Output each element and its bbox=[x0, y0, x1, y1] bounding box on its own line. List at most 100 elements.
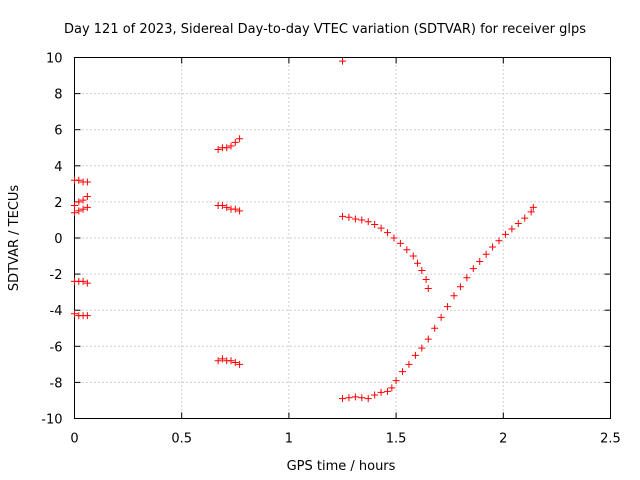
data-point bbox=[437, 313, 445, 321]
y-tick-label: 10 bbox=[46, 52, 63, 67]
y-tick-label: 0 bbox=[54, 232, 62, 247]
data-point bbox=[339, 57, 346, 65]
data-point bbox=[83, 178, 91, 186]
data-point bbox=[463, 274, 471, 282]
data-point bbox=[75, 176, 83, 184]
y-tick-label: -2 bbox=[50, 268, 63, 283]
data-point bbox=[214, 357, 222, 365]
data-point bbox=[231, 359, 239, 367]
data-point bbox=[409, 252, 417, 260]
x-tick-label: 1 bbox=[285, 432, 293, 447]
data-point bbox=[377, 224, 385, 232]
y-tick-label: -6 bbox=[50, 340, 63, 355]
data-point bbox=[456, 283, 464, 291]
data-point bbox=[489, 243, 497, 251]
x-axis-label: GPS time / hours bbox=[287, 459, 396, 474]
y-tick-label: 4 bbox=[54, 160, 62, 175]
data-point bbox=[71, 310, 78, 318]
data-point bbox=[482, 250, 490, 258]
data-point bbox=[236, 360, 244, 368]
data-point bbox=[495, 237, 503, 245]
data-point bbox=[351, 393, 359, 401]
data-point bbox=[444, 303, 452, 311]
data-point bbox=[431, 324, 439, 332]
data-point bbox=[390, 234, 398, 242]
data-point bbox=[75, 207, 83, 215]
data-point bbox=[83, 203, 91, 211]
data-point bbox=[218, 355, 226, 363]
data-point bbox=[364, 218, 372, 226]
data-points bbox=[71, 57, 537, 403]
data-point bbox=[83, 279, 91, 287]
data-point bbox=[371, 391, 379, 399]
data-point bbox=[411, 351, 419, 359]
data-point bbox=[396, 239, 404, 247]
data-point bbox=[469, 265, 477, 273]
data-point bbox=[231, 138, 239, 146]
data-point bbox=[476, 257, 484, 265]
data-point bbox=[236, 207, 244, 215]
data-point bbox=[405, 360, 413, 368]
x-tick-label: 1.5 bbox=[386, 432, 407, 447]
data-point bbox=[75, 198, 83, 206]
data-point bbox=[339, 395, 346, 403]
data-point bbox=[521, 214, 529, 222]
data-point bbox=[351, 215, 359, 223]
y-axis-label: SDTVAR / TECUs bbox=[7, 185, 22, 292]
data-point bbox=[345, 394, 353, 402]
y-tick-label: 6 bbox=[54, 124, 62, 139]
data-point bbox=[424, 285, 432, 293]
data-point bbox=[422, 276, 430, 284]
data-point bbox=[403, 246, 411, 254]
y-tick-label: 2 bbox=[54, 196, 62, 211]
data-point bbox=[79, 277, 87, 285]
y-tick-label: -4 bbox=[50, 304, 63, 319]
data-point bbox=[358, 216, 366, 224]
data-point bbox=[231, 205, 239, 213]
x-tick-label: 2 bbox=[499, 432, 507, 447]
chart-title: Day 121 of 2023, Sidereal Day-to-day VTE… bbox=[64, 22, 586, 37]
grid-lines bbox=[74, 57, 611, 419]
y-tick-labels: -10 -8 -6 -4 -2 0 2 4 6 8 10 bbox=[41, 52, 62, 428]
y-tick-label: -8 bbox=[50, 376, 63, 391]
data-point bbox=[418, 344, 426, 352]
data-point bbox=[218, 202, 226, 210]
data-point bbox=[339, 212, 346, 220]
y-tick-label: -10 bbox=[41, 413, 62, 428]
data-point bbox=[371, 220, 379, 228]
data-point bbox=[83, 312, 91, 320]
data-point bbox=[79, 205, 87, 213]
data-point bbox=[529, 203, 537, 211]
x-tick-labels: 0 0.5 1 1.5 2 2.5 bbox=[70, 432, 620, 447]
data-point bbox=[345, 213, 353, 221]
y-tick-label: 8 bbox=[54, 88, 62, 103]
x-tick-label: 0.5 bbox=[171, 432, 192, 447]
data-point bbox=[501, 230, 509, 238]
data-point bbox=[450, 292, 458, 300]
data-point bbox=[83, 192, 91, 200]
data-point bbox=[418, 266, 426, 274]
data-point bbox=[214, 146, 222, 154]
data-point bbox=[377, 388, 385, 396]
data-point bbox=[414, 259, 422, 267]
data-point bbox=[399, 368, 407, 376]
x-tick-label: 0 bbox=[70, 432, 78, 447]
data-point bbox=[236, 135, 244, 143]
data-point bbox=[392, 377, 400, 385]
data-point bbox=[227, 357, 235, 365]
data-point bbox=[227, 142, 235, 150]
data-point bbox=[388, 384, 396, 392]
data-point bbox=[79, 196, 87, 204]
data-point bbox=[527, 208, 535, 216]
data-point bbox=[514, 220, 522, 228]
data-point bbox=[384, 229, 392, 237]
data-point bbox=[364, 395, 372, 403]
data-point bbox=[71, 209, 78, 217]
data-point bbox=[71, 202, 78, 210]
data-point bbox=[358, 394, 366, 402]
data-point bbox=[384, 387, 392, 395]
plot-frame bbox=[74, 57, 611, 419]
data-point bbox=[424, 335, 432, 343]
data-point bbox=[223, 144, 231, 152]
